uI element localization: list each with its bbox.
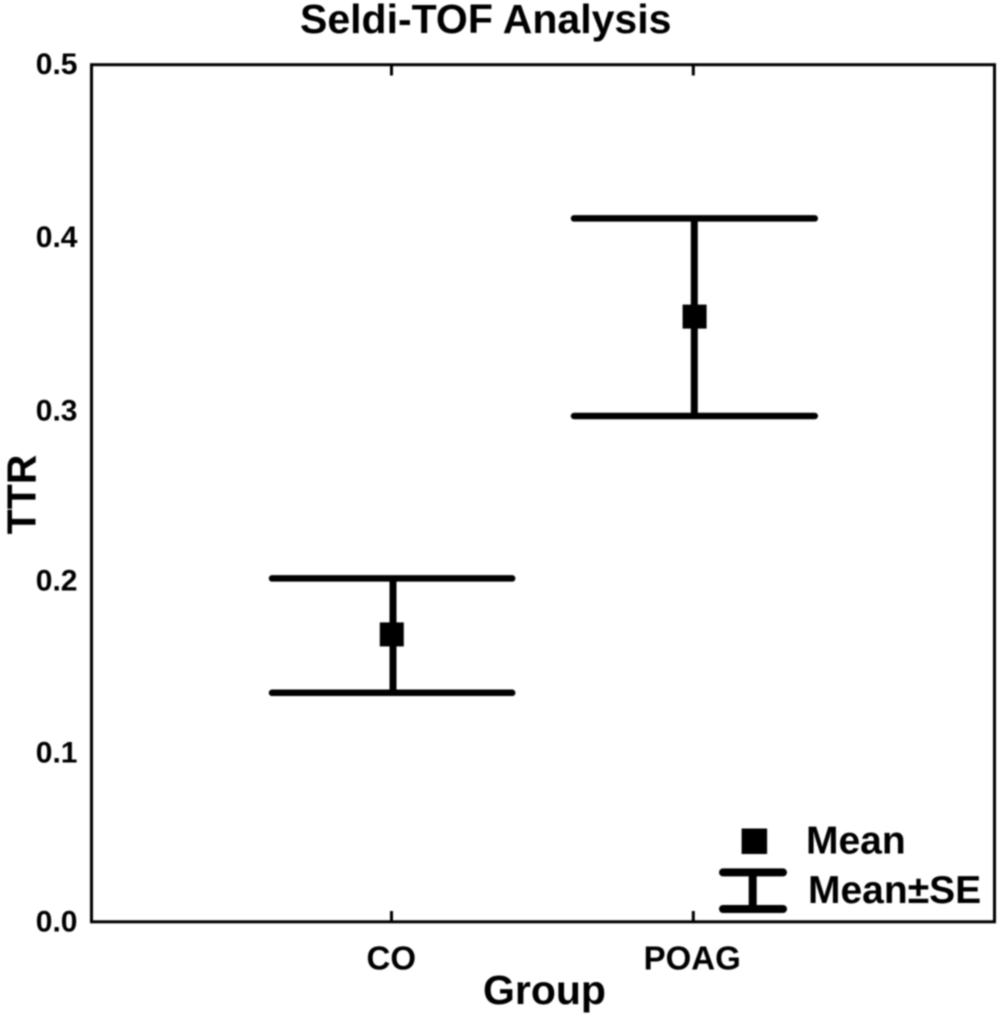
svg-text:0.5: 0.5 — [36, 48, 78, 81]
svg-text:0.1: 0.1 — [36, 737, 78, 770]
svg-text:Group: Group — [483, 967, 606, 1013]
svg-text:POAG: POAG — [644, 940, 741, 977]
svg-text:Mean±SE: Mean±SE — [808, 869, 981, 912]
svg-text:Mean: Mean — [806, 820, 906, 863]
svg-text:Seldi-TOF Analysis: Seldi-TOF Analysis — [300, 0, 671, 42]
svg-text:0.0: 0.0 — [36, 906, 78, 939]
svg-text:CO: CO — [367, 940, 417, 977]
svg-text:0.3: 0.3 — [36, 395, 78, 428]
svg-text:TTR: TTR — [0, 455, 45, 535]
svg-text:0.4: 0.4 — [36, 221, 78, 254]
svg-text:0.2: 0.2 — [36, 565, 78, 598]
